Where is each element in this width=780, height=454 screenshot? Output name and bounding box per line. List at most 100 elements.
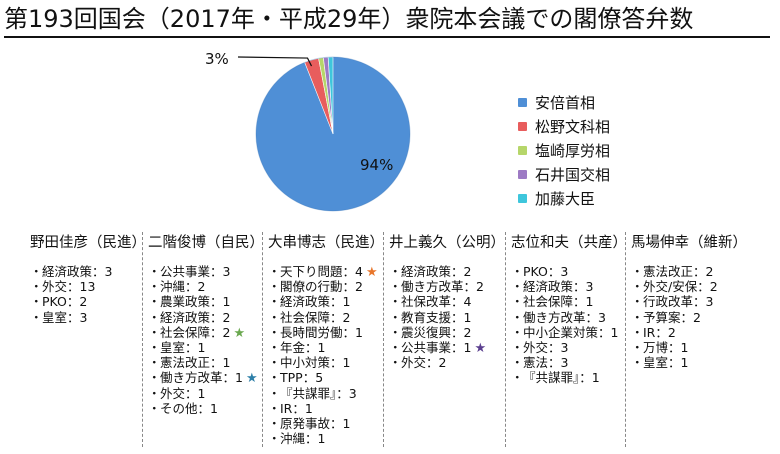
topic-item: ・その他：1 <box>148 401 266 416</box>
topic-text: 経済政策：3 <box>42 264 113 279</box>
topic-item: ・震災復興：2 <box>389 325 507 340</box>
topic-item: ・皇室：1 <box>631 355 749 370</box>
bullet-icon: ・ <box>389 355 402 371</box>
topic-text: 中小企業対策：1 <box>523 324 619 340</box>
star-icon: ★ <box>474 340 487 356</box>
topic-item: ・中小対策：1 <box>268 355 386 370</box>
star-icon: ★ <box>233 325 246 341</box>
legend-item: 松野文科相 <box>518 114 610 138</box>
bullet-icon: ・ <box>511 324 524 340</box>
topic-text: 外交：13 <box>42 279 96 295</box>
topic-list: ・PKO：3 ・経済政策：3 ・社会保障：1 ・働き方改革：3 ・中小企業対策：1 ・外交… <box>511 264 629 386</box>
topic-text: 経済政策：2 <box>401 264 472 279</box>
legend-item: 安倍首相 <box>518 90 610 114</box>
bullet-icon: ・ <box>268 400 281 416</box>
topic-text: 『共謀罪』：3 <box>280 385 357 401</box>
topic-item: ・皇室：1 <box>148 340 266 355</box>
pie-chart: 94% 3% <box>205 50 411 212</box>
topic-item: ・外交/安保：2 <box>631 279 749 294</box>
bullet-icon: ・ <box>148 264 161 279</box>
bullet-icon: ・ <box>30 279 43 295</box>
member-name: 志位和夫（共産） <box>511 235 627 251</box>
bullet-icon: ・ <box>268 279 281 295</box>
bullet-icon: ・ <box>631 355 644 371</box>
topic-text: 『共謀罪』：1 <box>523 370 600 386</box>
column-divider <box>383 232 384 447</box>
pie-data-label-main: 94% <box>360 156 393 174</box>
topic-text: 閣僚の行動：2 <box>280 279 363 295</box>
topic-item: ・憲法改正：2 <box>631 264 749 279</box>
bullet-icon: ・ <box>268 294 281 310</box>
topic-text: 社会保障：2 <box>280 309 351 325</box>
topic-text: 働き方改革：1 <box>160 370 243 386</box>
topic-text: 経済政策：2 <box>160 309 231 325</box>
topic-text: 天下り問題：4 <box>280 264 363 279</box>
topic-text: PKO：3 <box>523 264 569 279</box>
topic-text: 社保改革：4 <box>401 294 472 310</box>
bullet-icon: ・ <box>30 294 43 310</box>
topic-text: 教育支援：1 <box>401 309 472 325</box>
bullet-icon: ・ <box>631 309 644 325</box>
topic-text: 原発事故：1 <box>280 415 351 431</box>
pie-slice-5 <box>327 56 334 135</box>
topic-item: ・農業政策：1 <box>148 294 266 309</box>
topic-text: 沖縄：2 <box>160 279 206 295</box>
bullet-icon: ・ <box>389 324 402 340</box>
bullet-icon: ・ <box>268 431 281 447</box>
topic-list: ・公共事業：3 ・沖縄：2 ・農業政策：1 ・経済政策：2 ・社会保障：2 ★ ・皇室：1 ・… <box>148 264 266 416</box>
bullet-icon: ・ <box>389 264 402 279</box>
topic-text: PKO：2 <box>42 294 88 310</box>
member-name: 野田佳彦（民進） <box>30 235 146 251</box>
topic-item: ・外交：1 <box>148 386 266 401</box>
topic-text: 外交/安保：2 <box>643 279 718 295</box>
topic-item: ・経済政策：2 <box>148 310 266 325</box>
topic-item: ・『共謀罪』：3 <box>268 386 386 401</box>
topic-text: 外交：3 <box>523 339 569 355</box>
bullet-icon: ・ <box>148 309 161 325</box>
bullet-icon: ・ <box>30 309 43 325</box>
topic-text: 皇室：1 <box>643 355 689 371</box>
topic-text: その他：1 <box>160 400 218 416</box>
bullet-icon: ・ <box>148 355 161 371</box>
topic-item: ・働き方改革：2 <box>389 279 507 294</box>
topic-item: ・外交：13 <box>30 279 148 294</box>
topic-item: ・経済政策：3 <box>30 264 148 279</box>
topic-text: TPP：5 <box>280 370 324 386</box>
topic-item: ・長時間労働：1 <box>268 325 386 340</box>
member-column: 大串博志（民進） ・天下り問題：4 ★ ・閣僚の行動：2 ・経済政策：1 ・社会保障：2 ・… <box>268 232 386 446</box>
topic-item: ・予算案：2 <box>631 310 749 325</box>
bullet-icon: ・ <box>631 339 644 355</box>
bullet-icon: ・ <box>268 385 281 401</box>
topic-text: 皇室：3 <box>42 309 88 325</box>
legend-swatch <box>518 145 527 155</box>
topic-text: 働き方改革：2 <box>401 279 484 295</box>
topic-item: ・PKO：2 <box>30 294 148 309</box>
topic-text: 社会保障：1 <box>523 294 594 310</box>
topic-text: 震災復興：2 <box>401 324 472 340</box>
topic-text: 長時間労働：1 <box>280 324 363 340</box>
callout-leader-line <box>237 56 313 67</box>
topic-item: ・経済政策：1 <box>268 294 386 309</box>
bullet-icon: ・ <box>148 385 161 401</box>
topic-text: IR：1 <box>280 400 313 416</box>
legend-swatch <box>518 121 527 131</box>
topic-text: 社会保障：2 <box>160 324 231 340</box>
topic-text: 憲法改正：1 <box>160 355 231 371</box>
topic-text: 沖縄：1 <box>280 431 326 447</box>
bullet-icon: ・ <box>148 324 161 340</box>
member-name: 馬場伸幸（維新） <box>631 235 747 251</box>
topic-item: ・働き方改革：1 ★ <box>148 370 266 386</box>
member-column: 志位和夫（共産） ・PKO：3 ・経済政策：3 ・社会保障：1 ・働き方改革：3 ・中小企… <box>511 232 629 386</box>
bullet-icon: ・ <box>631 294 644 310</box>
bullet-icon: ・ <box>631 264 644 279</box>
topic-text: 経済政策：3 <box>523 279 594 295</box>
topic-item: ・中小企業対策：1 <box>511 325 629 340</box>
topic-item: ・行政改革：3 <box>631 294 749 309</box>
topic-item: ・教育支援：1 <box>389 310 507 325</box>
legend-label: 石井国交相 <box>535 165 611 184</box>
topic-item: ・公共事業：3 <box>148 264 266 279</box>
topic-item: ・経済政策：3 <box>511 279 629 294</box>
bullet-icon: ・ <box>389 279 402 295</box>
topic-item: ・公共事業：1 ★ <box>389 340 507 356</box>
bullet-icon: ・ <box>511 279 524 295</box>
